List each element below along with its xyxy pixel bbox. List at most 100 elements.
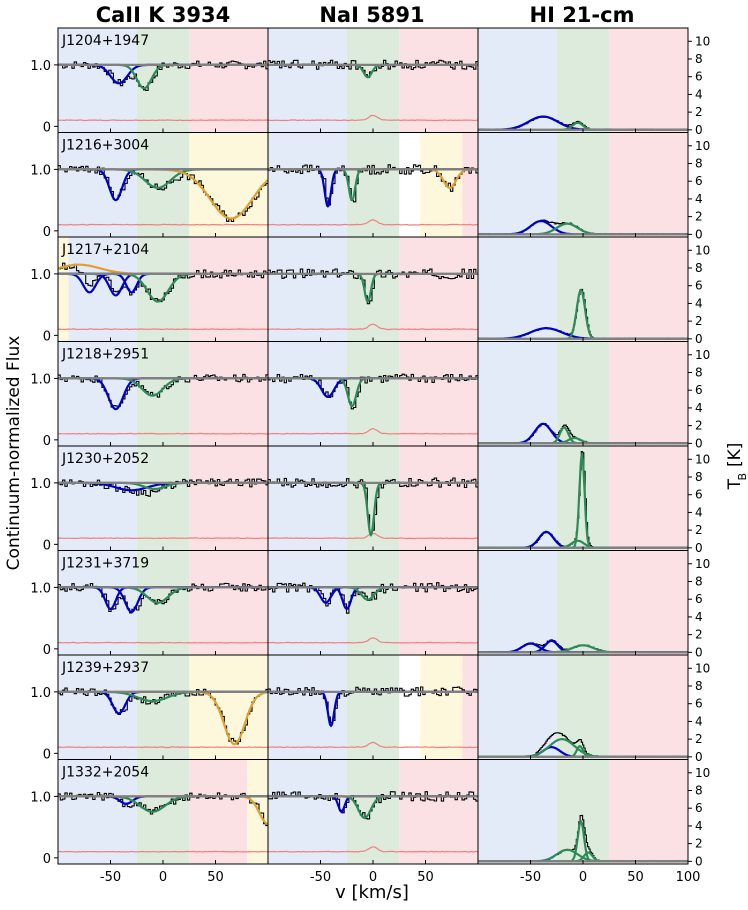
error-spectrum-na <box>268 323 478 331</box>
y-tick-label-right: 4 <box>695 87 703 101</box>
region-green <box>136 655 190 760</box>
y-tick-label-right: 8 <box>695 261 703 275</box>
region-blue <box>478 550 557 655</box>
region-green <box>556 28 610 133</box>
y-tick-label-right: 10 <box>695 452 710 466</box>
region-red <box>609 237 688 342</box>
panel-na-J1217+2104 <box>267 236 479 342</box>
panel-content <box>58 759 268 864</box>
region-yellow <box>189 655 268 760</box>
sightline-label: J1216+3004 <box>61 138 149 154</box>
y-tick-label-right: 0 <box>695 645 703 659</box>
x-tick-label: -50 <box>520 870 541 885</box>
y-axis-label-right-subscript: B <box>736 473 748 481</box>
error-spectrum-ca <box>58 537 268 540</box>
y-tick-label-right: 4 <box>695 192 703 206</box>
panel-na-J1230+2052 <box>267 445 479 551</box>
panel-content <box>268 28 478 133</box>
region-blue <box>268 237 347 342</box>
panel-hi-J1216+3004: 0 2 4 6 8 10 <box>477 132 710 241</box>
panel-na-J1204+1947 <box>267 27 479 133</box>
panel-content <box>58 237 268 342</box>
sightline-label: J1204+1947 <box>61 33 149 49</box>
y-tick-label-right: 8 <box>695 365 703 379</box>
error-spectrum-na <box>268 846 478 853</box>
panel-content <box>268 237 478 342</box>
y-tick-label-right: 6 <box>695 801 703 815</box>
region-green <box>136 132 190 237</box>
y-tick-label: 1.0 <box>30 790 51 805</box>
panel-grid: 01.0J1204+1947024681001.0J1216+300402468… <box>30 27 710 885</box>
region-blue <box>58 446 137 551</box>
error-spectrum-na <box>268 114 478 122</box>
y-tick-label-right: 2 <box>695 210 703 224</box>
region-red <box>609 446 688 551</box>
y-tick-label: 1.0 <box>30 372 51 387</box>
x-tick-label: 0 <box>159 870 167 885</box>
data-spectrum-ca <box>58 60 268 92</box>
y-tick-label: 0 <box>43 329 51 344</box>
panel-content <box>478 341 688 446</box>
y-tick-label-right: 8 <box>695 52 703 66</box>
region-red <box>462 655 478 760</box>
region-yellow <box>420 132 463 237</box>
sightline-label: J1230+2052 <box>61 451 149 467</box>
y-tick-label-right: 10 <box>695 34 710 48</box>
column-title-na: NaI 5891 <box>319 3 424 27</box>
region-red <box>189 341 268 446</box>
figure-labels: CaII K 3934 NaI 5891 HI 21-cm Continuum-… <box>4 3 748 903</box>
sightline-label: J1231+3719 <box>61 556 149 572</box>
panel-content <box>478 28 688 133</box>
region-green <box>556 132 610 237</box>
x-tick-label: -50 <box>310 870 331 885</box>
region-blue <box>478 655 557 760</box>
region-red <box>189 28 268 133</box>
region-blue <box>478 759 557 864</box>
region-red <box>399 341 478 446</box>
y-tick-label-right: 2 <box>695 523 703 537</box>
y-tick-label: 1.0 <box>30 163 51 178</box>
region-blue <box>478 237 557 342</box>
error-spectrum-na <box>268 637 478 644</box>
error-spectrum-na <box>268 427 478 435</box>
panel-ca-J1218+2951: 0 1.0 J1218+2951 <box>30 341 269 449</box>
region-green <box>346 446 400 551</box>
y-tick-label: 0 <box>43 434 51 449</box>
region-red <box>462 132 478 237</box>
panel-content <box>268 759 478 864</box>
region-red <box>609 550 688 655</box>
region-green <box>136 759 190 864</box>
panel-ca-J1332+2054: 0 1.0 J1332+2054 <box>30 759 269 867</box>
y-tick-label-right: 0 <box>695 227 703 241</box>
y-tick-label-right: 10 <box>695 557 710 571</box>
y-axis-label-left: Continuum-normalized Flux <box>4 336 24 571</box>
x-tick-label: 0 <box>369 870 377 885</box>
panel-hi-J1239+2937: 0 2 4 6 8 10 <box>477 654 710 764</box>
sightline-label: J1217+2104 <box>61 242 149 258</box>
panel-ca-J1231+3719: 0 1.0 J1231+3719 <box>30 550 269 658</box>
region-blue <box>268 759 347 864</box>
error-spectrum-ca <box>58 641 268 644</box>
region-blue <box>58 759 137 864</box>
region-blue <box>268 655 347 760</box>
y-axis-label-right-unit: [K] <box>725 443 745 467</box>
y-tick-label: 0 <box>43 852 51 867</box>
data-spectrum-ca <box>58 262 268 303</box>
panel-content <box>268 341 478 446</box>
y-tick-label-right: 0 <box>695 123 703 137</box>
y-tick-label: 1.0 <box>30 686 51 701</box>
y-tick-label: 1.0 <box>30 59 51 74</box>
region-green <box>556 550 610 655</box>
sightline-label: J1332+2054 <box>61 765 149 781</box>
region-red <box>609 28 688 133</box>
x-tick-label: 50 <box>627 870 644 885</box>
region-red <box>609 341 688 446</box>
panel-ca-J1230+2052: 0 1.0 J1230+2052 <box>30 445 269 553</box>
x-tick-label: 0 <box>579 870 587 885</box>
region-green <box>136 446 190 551</box>
column-title-ca: CaII K 3934 <box>96 3 231 27</box>
y-tick-label-right: 2 <box>695 105 703 119</box>
region-red <box>399 446 478 551</box>
region-red <box>189 446 268 551</box>
panel-content <box>478 759 688 864</box>
